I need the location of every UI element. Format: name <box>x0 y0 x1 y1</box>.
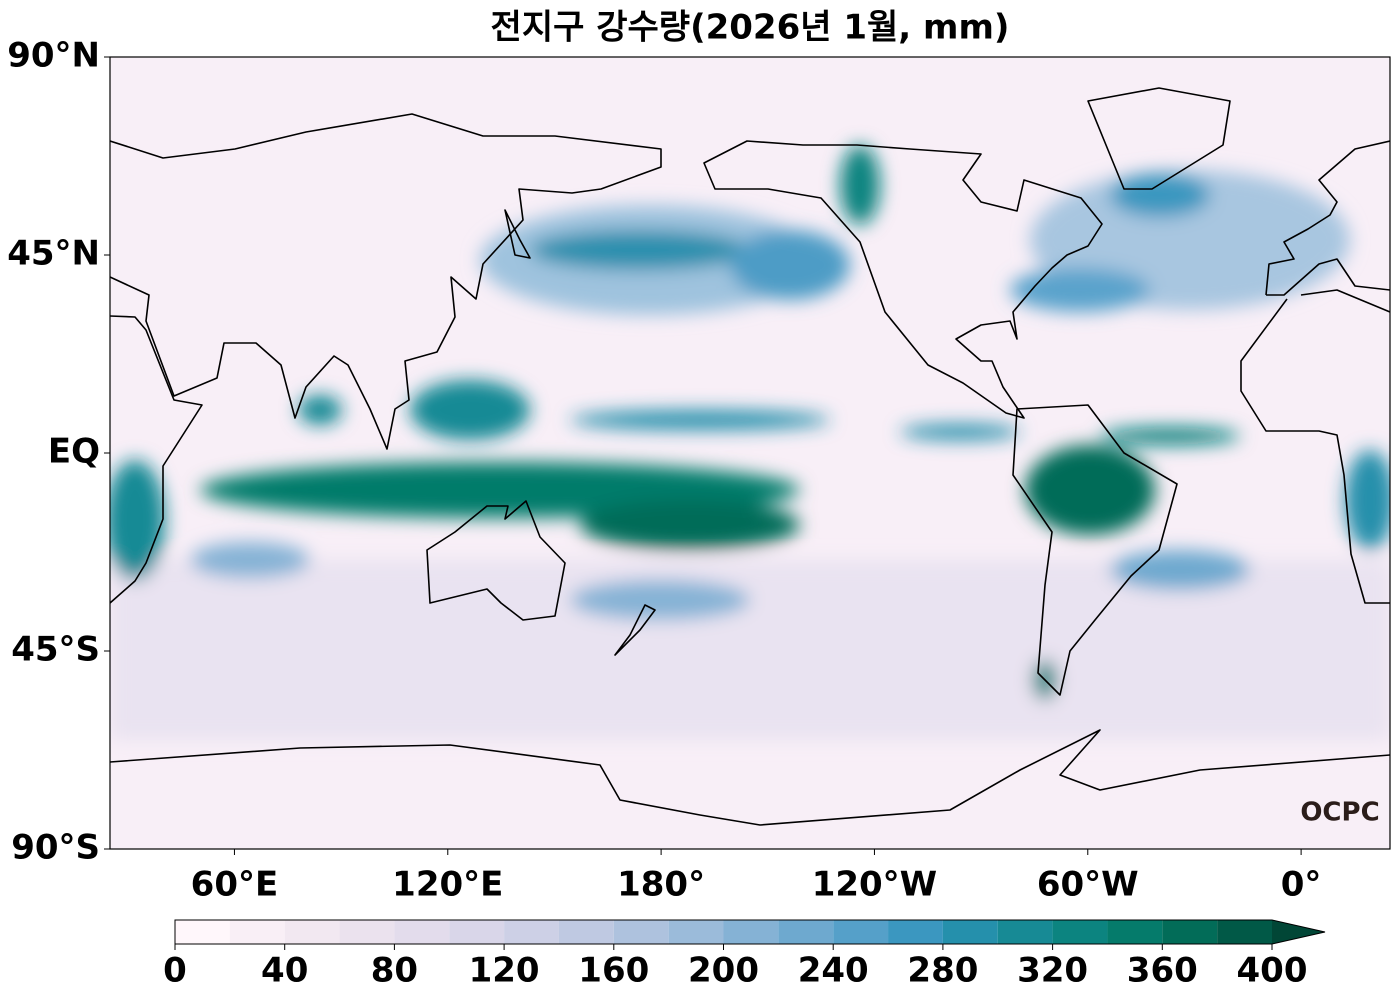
colorbar-tick-label: 280 <box>907 951 978 991</box>
colorbar-segment <box>997 920 1053 944</box>
x-tick-label: 0° <box>1281 865 1322 905</box>
colorbar-segment <box>613 920 669 944</box>
colorbar-segment <box>888 920 943 944</box>
x-tick-label: 60°E <box>191 865 279 905</box>
coastline <box>504 209 656 656</box>
chart-title: 전지구 강수량(2026년 1월, mm) <box>491 8 1010 48</box>
colorbar-segment <box>1162 920 1218 944</box>
colorbar-segment <box>229 920 285 944</box>
y-tick-label: EQ <box>48 432 100 472</box>
colorbar-segment <box>723 920 779 944</box>
x-tick-label: 180° <box>617 865 705 905</box>
colorbar-outline <box>174 919 1326 945</box>
colorbar-tick-label: 320 <box>1017 951 1088 991</box>
colorbar-tick-label: 80 <box>371 951 418 991</box>
colorbar-segment <box>778 920 834 944</box>
coastline <box>426 500 566 621</box>
watermark: OCPC <box>1300 798 1379 828</box>
x-tick-label: 120°W <box>812 865 937 905</box>
coastline <box>1012 404 1178 696</box>
colorbar-segment <box>339 920 395 944</box>
map-area: OCPC <box>110 57 1390 849</box>
y-tick-label: 45°N <box>7 234 100 274</box>
x-tick-label: 60°W <box>1037 865 1139 905</box>
colorbar-tick-label: 360 <box>1127 951 1198 991</box>
precip-field <box>110 145 1390 740</box>
coastline <box>1265 140 1390 296</box>
colorbar-segment <box>833 920 889 944</box>
colorbar-segment <box>1107 920 1163 944</box>
y-tick-label: 90°N <box>7 36 100 76</box>
colorbar-tick-label: 0 <box>163 951 187 991</box>
coastline <box>1240 289 1390 604</box>
colorbar-segment <box>504 920 559 944</box>
colorbar-segment <box>1217 920 1272 944</box>
colorbar-segment <box>668 920 724 944</box>
coastline <box>110 729 1390 826</box>
coastline <box>1087 87 1231 190</box>
colorbar-segment <box>394 920 450 944</box>
colorbar-segment <box>175 920 230 944</box>
colorbar-tick-label: 240 <box>798 951 869 991</box>
colorbar-segment <box>1052 920 1108 944</box>
colorbar-tick-label: 400 <box>1237 951 1308 991</box>
colorbar-extension <box>1272 920 1325 944</box>
x-tick-label: 120°E <box>392 865 503 905</box>
coastline <box>110 315 203 604</box>
colorbar-segment <box>942 920 998 944</box>
y-tick-label: 90°S <box>11 828 100 868</box>
y-tick-label: 45°S <box>11 630 100 670</box>
colorbar-tick-label: 40 <box>261 951 308 991</box>
colorbar-tick-label: 160 <box>578 951 649 991</box>
colorbar-tick-label: 120 <box>469 951 540 991</box>
colorbar-segment <box>558 920 614 944</box>
colorbar-tick-label: 200 <box>688 951 759 991</box>
colorbar-segment <box>449 920 505 944</box>
coastline <box>703 140 1103 419</box>
coastline <box>110 113 662 450</box>
colorbar-segment <box>284 920 340 944</box>
